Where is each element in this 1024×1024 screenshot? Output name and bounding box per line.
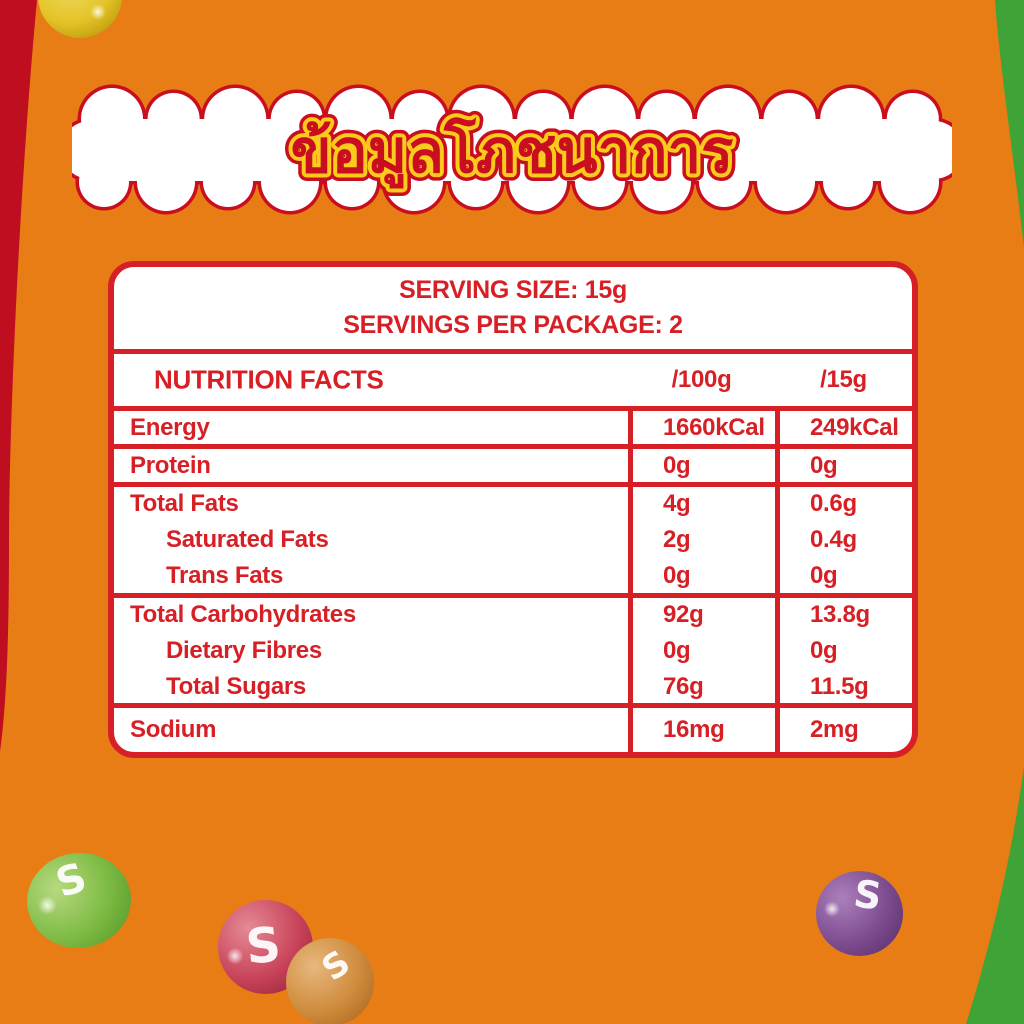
value-per-15g: 249kCal — [810, 413, 899, 441]
candy-orange: S — [286, 938, 374, 1024]
skittles-s-logo: S — [243, 916, 283, 976]
banner-title-group: ข้อมูลโภชนาการ ข้อมูลโภชนาการ — [283, 109, 741, 197]
nutrient-label: Dietary Fibres — [166, 636, 322, 664]
nutrition-column-c2: 16mg — [628, 708, 775, 752]
value-per-15g: 13.8g — [810, 600, 870, 628]
value-per-100g: 0g — [663, 451, 691, 479]
nutrition-facts-panel: SERVING SIZE: 15g SERVINGS PER PACKAGE: … — [108, 261, 918, 758]
title-banner: ข้อมูลโภชนาการ ข้อมูลโภชนาการ — [57, 82, 967, 220]
column-header-per-100g: /100g — [671, 366, 732, 393]
value-per-100g: 76g — [663, 672, 704, 700]
candy-sparkle — [90, 4, 106, 20]
value-per-100g: 4g — [663, 490, 691, 517]
value-per-15g: 0.6g — [810, 490, 857, 517]
nutrition-grid: Energy 1660kCal 249kCal Protein 0g 0g Total Fa… — [114, 406, 912, 752]
candy-sparkle — [226, 948, 244, 964]
nutrition-group: Energy 1660kCal 249kCal — [114, 406, 912, 444]
nutrition-column-c1: Total Fats Saturated Fats Trans Fats — [114, 487, 628, 593]
nutrition-column-c2: 4g 2g 0g — [628, 487, 775, 593]
nutrition-column-c1: Energy — [114, 411, 628, 444]
nutrition-facts-header-row: NUTRITION FACTS /100g /15g — [114, 349, 912, 406]
value-per-100g: 0g — [663, 562, 691, 589]
nutrition-group: Total Carbohydrates Dietary Fibres Total S… — [114, 593, 912, 703]
value-per-100g: 0g — [663, 636, 691, 664]
nutrition-group: Protein 0g 0g — [114, 444, 912, 482]
nutrition-column-c3: 13.8g 0g 11.5g — [775, 598, 912, 703]
value-per-100g: 16mg — [663, 716, 725, 743]
nutrition-column-c2: 92g 0g 76g — [628, 598, 775, 703]
value-per-100g: 1660kCal — [663, 413, 765, 441]
nutrient-label: Total Carbohydrates — [130, 600, 356, 628]
candy-sparkle — [36, 895, 59, 916]
value-per-15g: 0g — [810, 562, 838, 589]
value-per-100g: 2g — [663, 526, 691, 553]
nutrition-column-c3: 0g — [775, 449, 912, 482]
serving-info-section: SERVING SIZE: 15g SERVINGS PER PACKAGE: … — [114, 267, 912, 349]
nutrition-column-c2: 0g — [628, 449, 775, 482]
candy-sparkle — [824, 901, 840, 917]
column-header-per-15g: /15g — [820, 366, 867, 393]
value-per-15g: 11.5g — [810, 672, 869, 700]
candy-purple: S — [816, 871, 903, 956]
value-per-100g: 92g — [663, 600, 704, 628]
nutrition-group: Total Fats Saturated Fats Trans Fats 4g 2g 0g… — [114, 482, 912, 593]
cloud-body — [86, 119, 938, 181]
nutrition-column-c1: Protein — [114, 449, 628, 482]
skittles-s-logo: S — [851, 871, 885, 919]
nutrient-label: Trans Fats — [166, 562, 284, 589]
cloud-shape — [57, 84, 967, 215]
servings-per-package-text: SERVINGS PER PACKAGE: 2 — [343, 311, 683, 339]
page-title: ข้อมูลโภชนาการ — [291, 116, 734, 189]
nutrition-group: Sodium 16mg 2mg — [114, 703, 912, 752]
cloud-banner: ข้อมูลโภชนาการ ข้อมูลโภชนาการ — [57, 84, 967, 215]
page-title-outline: ข้อมูลโภชนาการ — [291, 116, 734, 189]
skittles-s-logo: S — [314, 942, 358, 990]
nutrition-facts-title: NUTRITION FACTS — [154, 364, 384, 395]
nutrition-column-c2: 1660kCal — [628, 411, 775, 444]
nutrition-column-c3: 2mg — [775, 708, 912, 752]
nutrient-label: Energy — [130, 413, 210, 441]
skittles-s-logo: S — [50, 854, 93, 908]
nutrition-column-c3: 249kCal — [775, 411, 912, 444]
value-per-15g: 2mg — [810, 716, 859, 743]
nutrient-label: Total Sugars — [166, 672, 306, 700]
value-per-15g: 0g — [810, 636, 838, 664]
nutrition-column-c1: Sodium — [114, 708, 628, 752]
value-per-15g: 0g — [810, 451, 838, 479]
value-per-15g: 0.4g — [810, 526, 857, 553]
nutrition-column-c1: Total Carbohydrates Dietary Fibres Total S… — [114, 598, 628, 703]
nutrient-label: Sodium — [130, 716, 217, 743]
nutrient-label: Saturated Fats — [166, 526, 329, 553]
nutrition-column-c3: 0.6g 0.4g 0g — [775, 487, 912, 593]
nutrient-label: Protein — [130, 451, 211, 479]
serving-size-text: SERVING SIZE: 15g — [399, 276, 627, 304]
nutrient-label: Total Fats — [130, 490, 239, 517]
